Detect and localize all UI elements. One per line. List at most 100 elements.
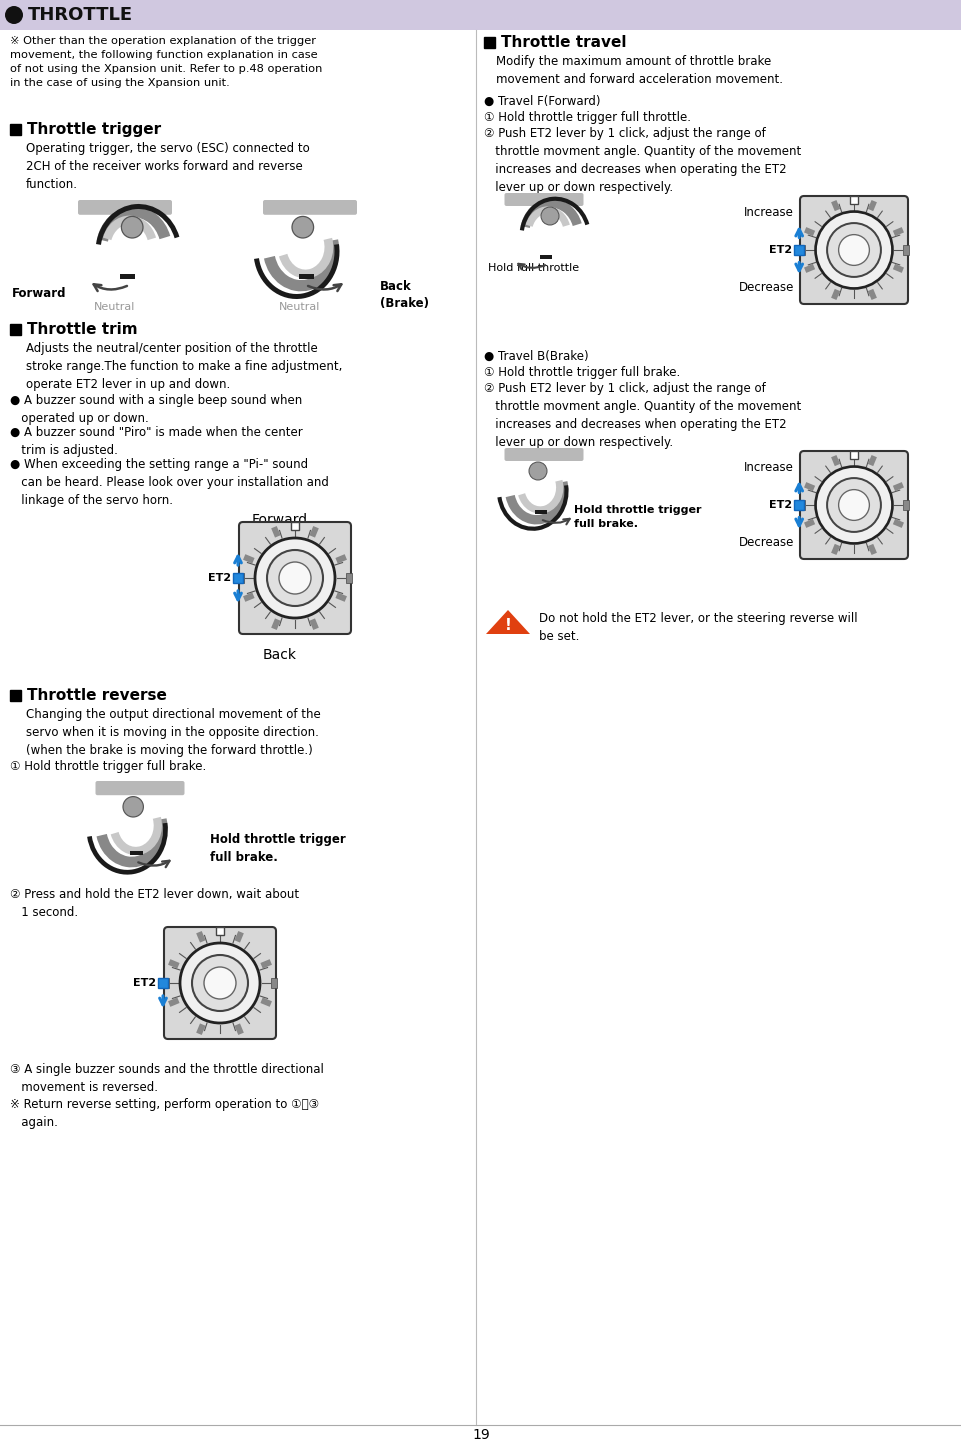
Text: Increase: Increase (744, 462, 794, 475)
Bar (10, 124, 21, 135)
Bar (830, 455, 839, 466)
Text: Throttle trigger: Throttle trigger (27, 122, 160, 137)
Text: Hold full throttle: Hold full throttle (487, 263, 579, 273)
FancyBboxPatch shape (800, 196, 907, 304)
Text: Hold throttle trigger
full brake.: Hold throttle trigger full brake. (209, 833, 345, 863)
Bar (867, 289, 876, 299)
Text: Adjusts the neutral/center position of the throttle
stroke range.The function to: Adjusts the neutral/center position of t… (26, 342, 342, 391)
Bar (794, 245, 803, 255)
Circle shape (204, 967, 235, 999)
Text: Throttle trim: Throttle trim (27, 322, 137, 337)
Bar (346, 573, 352, 583)
Text: ET2: ET2 (208, 573, 231, 583)
Bar (902, 501, 908, 509)
Circle shape (838, 235, 869, 265)
Bar (483, 37, 495, 47)
Text: ET2: ET2 (769, 499, 792, 509)
Text: Hold throttle trigger
full brake.: Hold throttle trigger full brake. (574, 505, 701, 530)
Bar (892, 263, 903, 273)
FancyBboxPatch shape (78, 200, 172, 214)
Text: ① Hold throttle trigger full brake.: ① Hold throttle trigger full brake. (483, 366, 679, 378)
Circle shape (123, 797, 143, 817)
Text: Increase: Increase (744, 206, 794, 219)
Text: ET2: ET2 (769, 245, 792, 255)
Bar (299, 273, 313, 279)
Bar (271, 527, 281, 538)
Bar (830, 544, 839, 555)
Bar (867, 544, 876, 555)
Bar (902, 245, 908, 255)
Text: ① Hold throttle trigger full brake.: ① Hold throttle trigger full brake. (10, 760, 206, 773)
Bar (233, 573, 243, 583)
Text: ③ A single buzzer sounds and the throttle directional
   movement is reversed.: ③ A single buzzer sounds and the throttl… (10, 1063, 324, 1094)
Text: ● Travel B(Brake): ● Travel B(Brake) (483, 350, 588, 363)
FancyBboxPatch shape (504, 448, 583, 460)
Text: !: ! (504, 619, 511, 633)
Bar (243, 593, 255, 602)
Bar (867, 455, 876, 466)
Text: Decrease: Decrease (738, 535, 794, 548)
Text: THROTTLE: THROTTLE (28, 6, 133, 24)
Bar (892, 482, 903, 491)
Circle shape (540, 207, 558, 224)
Bar (830, 200, 839, 212)
Bar (803, 519, 814, 528)
Text: ● A buzzer sound with a single beep sound when
   operated up or down.: ● A buzzer sound with a single beep soun… (10, 394, 302, 425)
Text: ● When exceeding the setting range a "Pi-" sound
   can be heard. Please look ov: ● When exceeding the setting range a "Pi… (10, 458, 329, 507)
Circle shape (255, 538, 334, 617)
Circle shape (826, 223, 880, 276)
Circle shape (838, 489, 869, 521)
Bar (803, 227, 814, 236)
Bar (120, 273, 135, 279)
Text: ② Push ET2 lever by 1 click, adjust the range of
   throttle movment angle. Quan: ② Push ET2 lever by 1 click, adjust the … (483, 381, 801, 449)
Text: Throttle reverse: Throttle reverse (27, 688, 166, 704)
Bar (850, 452, 857, 459)
Bar (803, 263, 814, 273)
FancyBboxPatch shape (238, 522, 351, 635)
Text: ● A buzzer sound "Piro" is made when the center
   trim is adjusted.: ● A buzzer sound "Piro" is made when the… (10, 426, 303, 458)
Bar (309, 527, 318, 538)
Bar (271, 619, 281, 630)
Polygon shape (485, 610, 530, 635)
Text: Decrease: Decrease (738, 281, 794, 294)
Text: 19: 19 (472, 1427, 489, 1439)
FancyBboxPatch shape (95, 781, 185, 796)
Bar (534, 509, 547, 514)
Text: ● Travel F(Forward): ● Travel F(Forward) (483, 95, 600, 108)
Bar (216, 927, 224, 935)
Bar (168, 960, 180, 968)
Bar (234, 931, 243, 943)
Text: ② Push ET2 lever by 1 click, adjust the range of
   throttle movment angle. Quan: ② Push ET2 lever by 1 click, adjust the … (483, 127, 801, 194)
Text: Throttle travel: Throttle travel (501, 35, 626, 50)
Text: Operating trigger, the servo (ESC) connected to
2CH of the receiver works forwar: Operating trigger, the servo (ESC) conne… (26, 142, 309, 191)
Bar (867, 200, 876, 212)
Circle shape (5, 6, 23, 24)
Bar (243, 554, 255, 564)
Bar (335, 554, 347, 564)
Circle shape (826, 478, 880, 532)
Text: ※ Other than the operation explanation of the trigger
movement, the following fu: ※ Other than the operation explanation o… (10, 36, 322, 88)
Text: ET2: ET2 (133, 979, 156, 989)
Bar (237, 573, 244, 583)
Bar (803, 482, 814, 491)
Bar (892, 227, 903, 236)
Bar (10, 689, 21, 701)
Circle shape (815, 466, 892, 544)
Bar (830, 289, 839, 299)
Text: Forward: Forward (252, 512, 308, 527)
Bar (168, 997, 180, 1007)
Text: Back
(Brake): Back (Brake) (380, 281, 429, 311)
Bar (335, 593, 347, 602)
Text: Neutral: Neutral (279, 302, 320, 312)
Bar (850, 196, 857, 204)
Text: Forward: Forward (12, 286, 66, 299)
FancyBboxPatch shape (504, 193, 583, 206)
Text: Neutral: Neutral (94, 302, 136, 312)
Bar (271, 979, 277, 989)
Bar (290, 522, 299, 530)
Circle shape (292, 216, 313, 237)
Bar (260, 997, 272, 1007)
Circle shape (529, 462, 547, 481)
Bar (196, 1023, 206, 1035)
Circle shape (279, 563, 310, 594)
